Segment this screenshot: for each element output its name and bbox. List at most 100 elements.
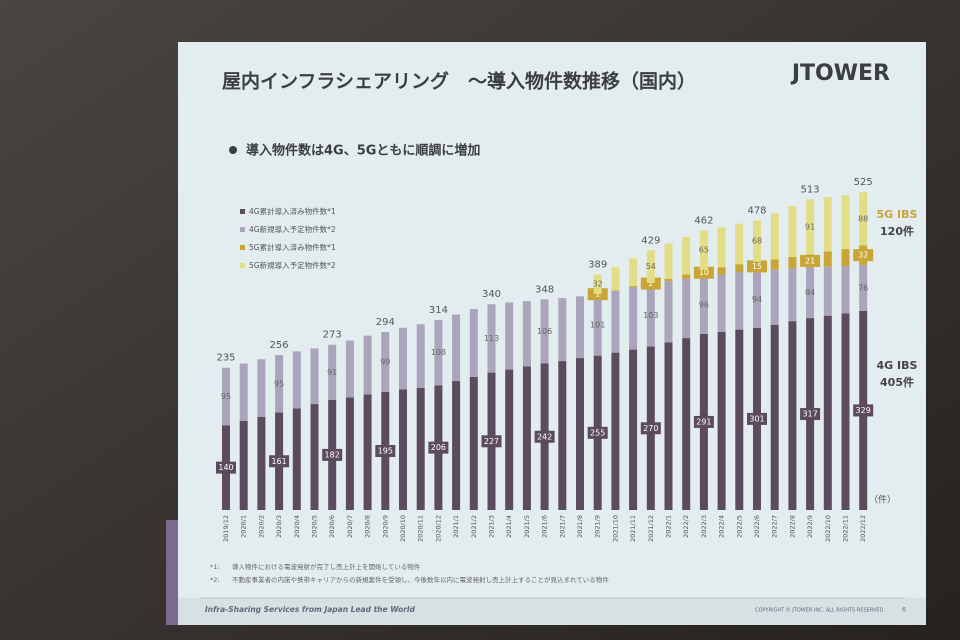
value-label: 301 [749,414,764,423]
bar-segment [452,381,461,510]
value-label: 329 [856,406,871,415]
total-label: 513 [801,184,820,195]
value-label: 106 [537,327,552,336]
value-label: 99 [380,357,390,366]
bar-segment [611,352,620,510]
x-tick-label: 2021/11 [629,515,637,542]
legend-swatch [240,227,245,232]
legend-label: 5G累計導入済み物件数*1 [249,242,336,252]
bar-segment [664,243,673,279]
x-tick-label: 2022/3 [700,515,708,538]
bar-segment [753,270,761,328]
legend-label: 4G累計導入済み物件数*1 [249,206,336,216]
x-tick-label: 2022/4 [718,515,726,538]
annotation-sub: 120件 [880,224,914,238]
bar-segment [859,264,868,311]
label-box [853,404,874,417]
slide-edge [166,520,180,625]
value-label: 227 [484,437,499,446]
value-label: 84 [805,288,815,297]
x-tick-label: 2020/5 [311,515,319,538]
bar-segment [310,404,319,510]
x-tick-label: 2020/3 [275,515,283,538]
x-tick-label: 2022/12 [859,515,867,542]
x-tick-label: 2022/7 [771,515,779,538]
bar-segment [239,363,248,422]
total-label: 235 [216,353,235,364]
bar-segment [310,348,319,405]
value-label: 113 [484,334,499,343]
footnote-mark: *1: [210,563,220,571]
label-box [216,461,236,474]
value-label: 91 [805,222,815,231]
bar-segment [629,349,638,510]
total-label: 462 [694,215,713,226]
bar-segment [257,416,266,510]
value-label: 270 [643,424,658,433]
value-label: 95 [221,392,231,401]
bar-segment [328,344,337,400]
bar-segment [611,267,620,291]
bar-segment [611,290,620,291]
annotation-label: 4G IBS [877,359,918,372]
label-box [640,422,661,435]
x-tick-label: 2021/9 [594,515,602,538]
bar-segment [345,340,354,398]
slide-title: 屋内インフラシェアリング ～導入物件数推移（国内） [222,70,696,93]
bar-segment [806,199,815,255]
total-label: 273 [323,330,342,341]
label-box [587,288,608,301]
total-label: 429 [641,235,660,246]
slide [178,42,926,625]
x-tick-label: 2021/12 [647,515,655,542]
label-box [534,430,555,443]
bar-segment [522,301,531,367]
label-box [375,444,396,457]
x-tick-label: 2020/4 [293,515,301,538]
bar-segment [664,342,673,510]
bar-segment [239,421,248,510]
x-tick-label: 2020/12 [434,515,442,542]
bar-segment [593,294,602,356]
bar-segment [399,327,407,390]
bar-segment [452,314,461,382]
bar-segment [770,269,779,325]
bar-segment [399,389,407,510]
x-tick-label: 2022/9 [806,515,814,538]
bar-segment [292,351,301,409]
label-box [269,455,290,468]
bar-segment [292,408,301,510]
x-tick-label: 2020/10 [399,515,407,542]
x-tick-label: 2021/8 [576,515,584,538]
total-label: 478 [747,206,766,217]
bar-segment [859,192,868,246]
label-box [747,260,767,273]
value-label: 94 [752,295,762,304]
footer-band [178,598,926,625]
bar-segment [682,274,691,279]
bar-segment [576,296,584,359]
logo: JTOWER [790,61,890,86]
value-label: 91 [327,368,337,377]
unit-label: （件） [869,494,896,506]
bar-segment [735,329,744,510]
value-label: 317 [802,410,817,419]
value-label: 206 [431,443,446,452]
annotation-label: 5G IBS [877,208,918,221]
x-tick-label: 2019/12 [222,515,230,542]
value-label: 21 [805,256,815,265]
bar-segment [717,332,726,510]
bar-segment [505,369,514,510]
bar-segment [823,251,832,267]
bar-segment [788,268,797,322]
x-tick-label: 2022/2 [682,515,690,538]
x-tick-label: 2022/5 [735,515,743,538]
footnote-mark: *2: [210,576,220,584]
bar-segment [469,309,478,377]
bar-segment [381,332,390,392]
x-tick-label: 2022/11 [842,515,850,542]
value-label: 195 [378,446,393,455]
value-label: 96 [699,300,709,309]
bar-segment [788,321,797,510]
total-label: 294 [376,317,395,328]
